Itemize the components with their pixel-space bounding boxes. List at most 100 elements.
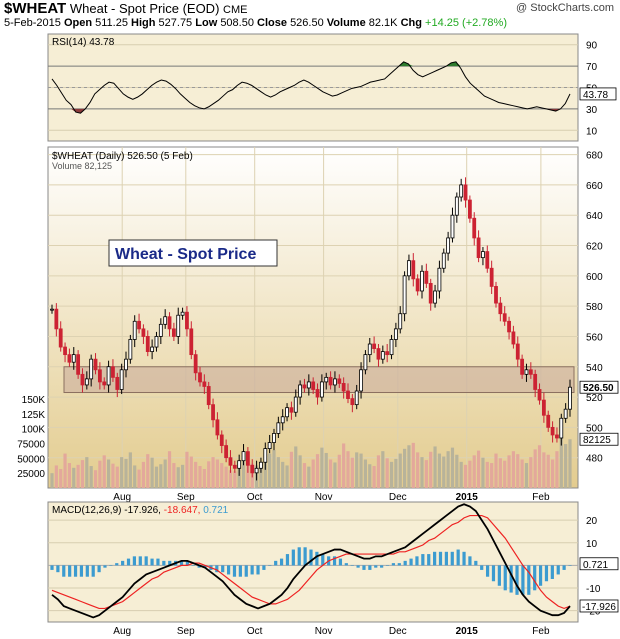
macd-histogram-bar bbox=[291, 549, 295, 566]
volume-bar bbox=[102, 455, 106, 488]
candle-body bbox=[97, 369, 102, 383]
macd-histogram-bar bbox=[68, 565, 72, 577]
macd-histogram-bar bbox=[79, 565, 84, 577]
volume-bar bbox=[133, 465, 137, 488]
macd-histogram-bar bbox=[509, 565, 513, 593]
macd-histogram-bar bbox=[185, 560, 189, 566]
volume-bar bbox=[211, 457, 215, 488]
candle-body bbox=[250, 464, 255, 474]
macd-histogram-bar bbox=[203, 565, 207, 568]
candle-body bbox=[145, 336, 150, 353]
candle-body bbox=[515, 343, 520, 360]
candle-body bbox=[481, 251, 485, 259]
candle-body bbox=[450, 214, 455, 239]
volume-bar bbox=[537, 445, 542, 488]
month-tick-label: Dec bbox=[389, 492, 407, 503]
candle-body bbox=[311, 381, 316, 390]
month-tick-label: Aug bbox=[113, 492, 131, 503]
macd-histogram-bar bbox=[480, 565, 484, 570]
candle-body bbox=[93, 358, 98, 371]
volume-bar bbox=[263, 458, 267, 488]
macd-histogram-bar bbox=[285, 554, 290, 566]
volume-bar bbox=[268, 453, 272, 488]
volume-bar bbox=[368, 464, 372, 488]
candle-body bbox=[367, 343, 372, 356]
candle-body bbox=[254, 467, 259, 474]
volume-bar bbox=[233, 471, 237, 488]
volume-bar bbox=[120, 457, 124, 488]
macd-histogram-bar bbox=[268, 565, 272, 566]
macd-histogram-bar bbox=[150, 558, 154, 566]
macd-histogram-bar bbox=[415, 556, 419, 566]
volume-bar bbox=[137, 469, 141, 488]
macd-histogram-bar bbox=[244, 565, 248, 577]
macd-histogram-bar bbox=[344, 563, 348, 566]
macd-tick-label: 10 bbox=[586, 539, 598, 550]
volume-bar bbox=[281, 461, 285, 488]
price-last-value-box bbox=[579, 380, 619, 394]
volume-bar bbox=[163, 459, 167, 488]
candle-body bbox=[428, 282, 433, 304]
quote-date: 5-Feb-2015 bbox=[4, 17, 61, 29]
macd-histogram-bar bbox=[368, 565, 372, 570]
volume-bar bbox=[442, 456, 446, 488]
low-value: 508.50 bbox=[220, 17, 254, 29]
candle-body bbox=[528, 369, 533, 375]
macd-histogram-bar bbox=[444, 551, 448, 566]
macd-histogram-bar bbox=[521, 565, 525, 595]
rsi-label: RSI(14) 43.78 bbox=[52, 37, 115, 48]
volume-bar bbox=[381, 451, 385, 488]
macd-histogram-bar bbox=[73, 565, 78, 577]
macd-histogram-bar bbox=[497, 565, 501, 586]
price-tick-label: 600 bbox=[586, 272, 603, 283]
candle-body bbox=[537, 389, 542, 401]
candle-body bbox=[285, 407, 289, 418]
month-tick-label: Sep bbox=[177, 492, 195, 503]
candle-body bbox=[193, 354, 198, 374]
candle-body bbox=[415, 278, 420, 292]
macd-histogram-bar bbox=[256, 565, 260, 575]
price-tick-label: 560 bbox=[586, 332, 603, 343]
macd-histogram-bar bbox=[397, 563, 401, 566]
macd-histogram-bar bbox=[126, 558, 131, 566]
candle-body bbox=[533, 373, 538, 390]
macd-histogram-bar bbox=[374, 565, 378, 568]
volume-bar bbox=[503, 460, 507, 488]
macd-histogram-bar bbox=[421, 554, 425, 566]
candle-body bbox=[437, 267, 442, 292]
volume-bar bbox=[98, 460, 102, 488]
candle-body bbox=[463, 184, 468, 201]
annotation-text: Wheat - Spot Price bbox=[115, 246, 256, 263]
volume-bar bbox=[302, 463, 307, 488]
candle-body bbox=[359, 369, 363, 392]
candle-body bbox=[237, 460, 242, 469]
candle-body bbox=[280, 416, 285, 424]
macd-histogram-bar bbox=[303, 547, 307, 566]
volume-bar bbox=[128, 452, 132, 488]
signal-value-label: -18.647, bbox=[164, 505, 203, 516]
macd-histogram-bar bbox=[115, 563, 119, 566]
volume-bar bbox=[398, 453, 402, 488]
candle-body bbox=[58, 328, 63, 348]
volume-bar bbox=[333, 462, 337, 488]
volume-bar bbox=[402, 448, 407, 488]
volume-bar bbox=[498, 458, 502, 488]
price-panel: 480 500 520 540 560 580 600 620 640 660 680 Aug Sep O… bbox=[17, 146, 619, 503]
candle-body bbox=[298, 384, 303, 398]
price-tick-label: 480 bbox=[586, 454, 603, 465]
volume-bar bbox=[424, 460, 428, 488]
volume-bar bbox=[80, 460, 85, 488]
candle-body bbox=[459, 184, 464, 198]
candle-body bbox=[211, 404, 215, 421]
volume-bar bbox=[416, 452, 420, 488]
candle-body bbox=[132, 320, 137, 340]
macd-last-value-box bbox=[579, 599, 619, 613]
candle-body bbox=[71, 354, 76, 363]
candle-body bbox=[511, 331, 516, 345]
close-value: 526.50 bbox=[290, 17, 324, 29]
volume-bar bbox=[228, 470, 233, 488]
candle-body bbox=[563, 408, 568, 419]
macd-last-value: -17.926 bbox=[582, 602, 616, 613]
